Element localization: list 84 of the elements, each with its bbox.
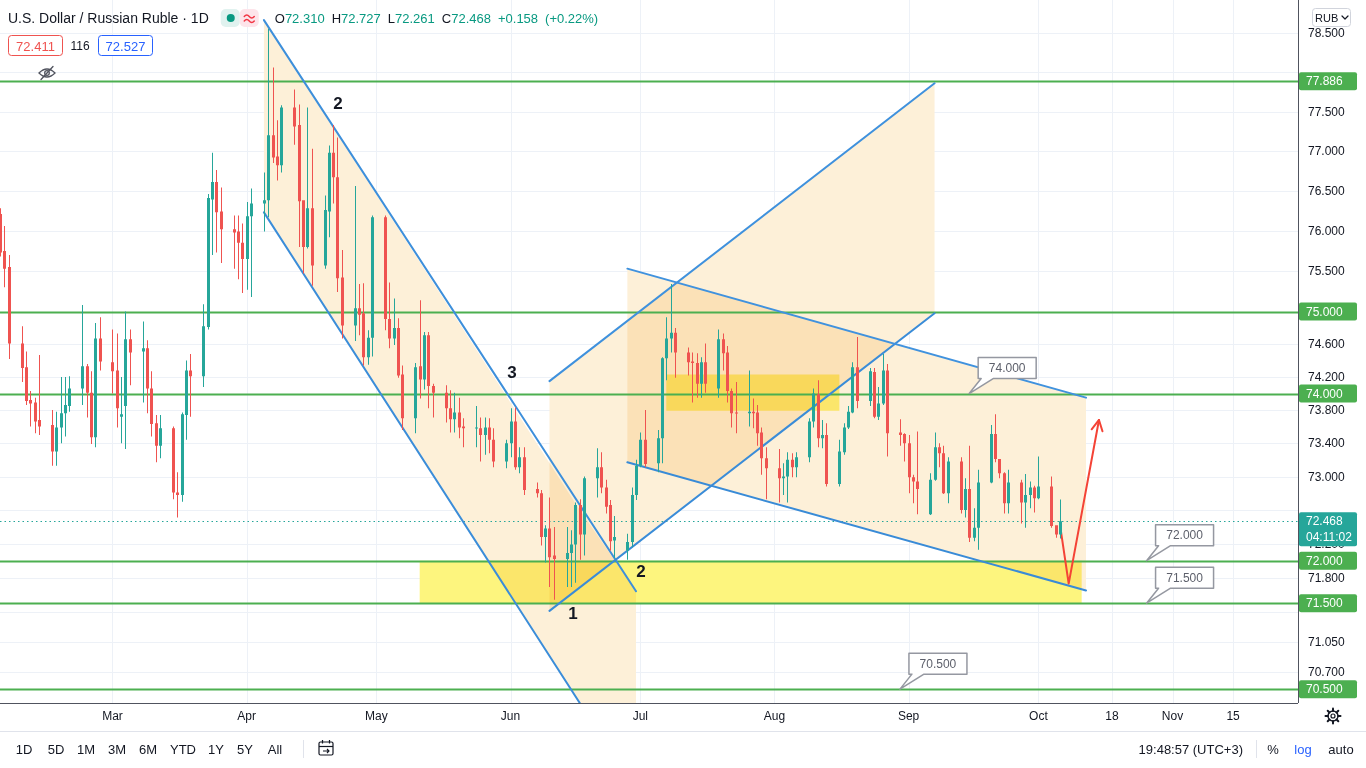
text: 19:48:57 (UTC+3) bbox=[1138, 741, 1243, 757]
text: YTD bbox=[170, 741, 196, 757]
annotation: 116 bbox=[70, 39, 90, 53]
candlestick bbox=[111, 329, 114, 394]
candlestick bbox=[553, 526, 556, 600]
y-tick-label: 78.500 bbox=[1308, 26, 1346, 41]
annotation: 72.000 bbox=[1166, 528, 1204, 543]
x-tick-label: 15 bbox=[1226, 709, 1241, 723]
x-tick-label: Jul bbox=[632, 709, 649, 723]
text: log bbox=[1294, 741, 1312, 757]
candlestick bbox=[250, 188, 253, 297]
ref-line-label: 77.886 bbox=[1306, 74, 1344, 89]
x-tick-label: Jun bbox=[500, 709, 521, 723]
y-tick-label: 77.000 bbox=[1308, 144, 1346, 159]
annotation: 74.000 bbox=[988, 361, 1026, 376]
text: 1M bbox=[76, 741, 96, 757]
text: All bbox=[267, 741, 283, 757]
ref-line-label: 71.500 bbox=[1306, 596, 1344, 611]
text: % bbox=[1267, 741, 1280, 757]
x-tick-label: May bbox=[365, 709, 388, 723]
candlestick bbox=[462, 418, 465, 448]
candlestick bbox=[120, 377, 123, 444]
y-tick-label: 71.050 bbox=[1308, 634, 1346, 649]
y-tick-label: 73.000 bbox=[1308, 469, 1346, 484]
x-tick-label: 18 bbox=[1105, 709, 1119, 723]
text: 5Y bbox=[237, 741, 254, 757]
annotation: 71.500 bbox=[1166, 570, 1204, 585]
candlestick bbox=[912, 474, 915, 504]
annotation: 72.411 bbox=[16, 38, 55, 54]
candlestick bbox=[566, 526, 569, 588]
text: 5D bbox=[47, 741, 65, 757]
text: 3M bbox=[107, 741, 127, 757]
y-tick-label: 73.800 bbox=[1308, 403, 1346, 418]
ref-line-label: 72.000 bbox=[1306, 553, 1344, 568]
y-tick-label: 77.500 bbox=[1308, 104, 1346, 119]
candlestick bbox=[176, 472, 179, 518]
text: 04:11:02 bbox=[1306, 530, 1353, 545]
candlestick bbox=[752, 398, 755, 429]
y-tick-label: 75.500 bbox=[1308, 264, 1346, 279]
text: 6M bbox=[138, 741, 158, 757]
annotation: 2 bbox=[333, 93, 343, 113]
candlestick bbox=[748, 370, 751, 427]
annotation: 2 bbox=[636, 561, 646, 581]
candlestick bbox=[475, 405, 478, 448]
candlestick bbox=[142, 321, 145, 403]
x-tick-label: Nov bbox=[1161, 709, 1184, 723]
candlestick bbox=[189, 354, 192, 417]
candlestick bbox=[691, 352, 694, 403]
x-tick-label: Oct bbox=[1029, 709, 1049, 723]
annotation: 70.500 bbox=[919, 656, 957, 671]
ref-line-label: 75.000 bbox=[1306, 304, 1344, 319]
annotation: 3 bbox=[507, 362, 517, 382]
candlestick bbox=[354, 186, 357, 341]
annotation: 1 bbox=[568, 603, 578, 623]
candlestick bbox=[233, 215, 236, 269]
y-tick-label: 76.500 bbox=[1308, 183, 1346, 198]
y-tick-label: 74.200 bbox=[1308, 370, 1346, 385]
candlestick bbox=[484, 417, 487, 455]
x-tick-label: Sep bbox=[897, 709, 920, 723]
candlestick bbox=[735, 381, 738, 434]
ref-line-label: 72.468 bbox=[1306, 514, 1344, 529]
ref-line-label: 70.500 bbox=[1306, 682, 1344, 697]
y-tick-label: 74.600 bbox=[1308, 337, 1346, 352]
x-tick-label: Apr bbox=[237, 709, 256, 723]
text: O72.310 H72.727 L72.261 C72.468 +0.158 (+0.22%) bbox=[274, 10, 599, 26]
y-tick-label: 70.700 bbox=[1308, 664, 1346, 679]
candlestick bbox=[263, 172, 266, 232]
y-tick-label: 71.800 bbox=[1308, 570, 1346, 585]
x-tick-label: Aug bbox=[763, 709, 786, 723]
y-tick-label: 73.400 bbox=[1308, 436, 1346, 451]
candlestick bbox=[916, 431, 919, 515]
annotation: 72.527 bbox=[105, 38, 146, 54]
candlestick bbox=[670, 284, 673, 353]
text: RUB bbox=[1315, 12, 1339, 24]
text: 1D bbox=[15, 741, 33, 757]
ref-line-label: 74.000 bbox=[1306, 386, 1344, 401]
candlestick bbox=[782, 463, 785, 495]
x-tick-label: Mar bbox=[102, 709, 123, 723]
text: 1Y bbox=[208, 741, 225, 757]
candlestick bbox=[479, 417, 482, 462]
y-tick-label: 76.000 bbox=[1308, 223, 1346, 238]
text: auto bbox=[1328, 741, 1354, 757]
text: U.S. Dollar / Russian Ruble · 1D bbox=[8, 10, 209, 26]
candlestick bbox=[419, 300, 422, 399]
